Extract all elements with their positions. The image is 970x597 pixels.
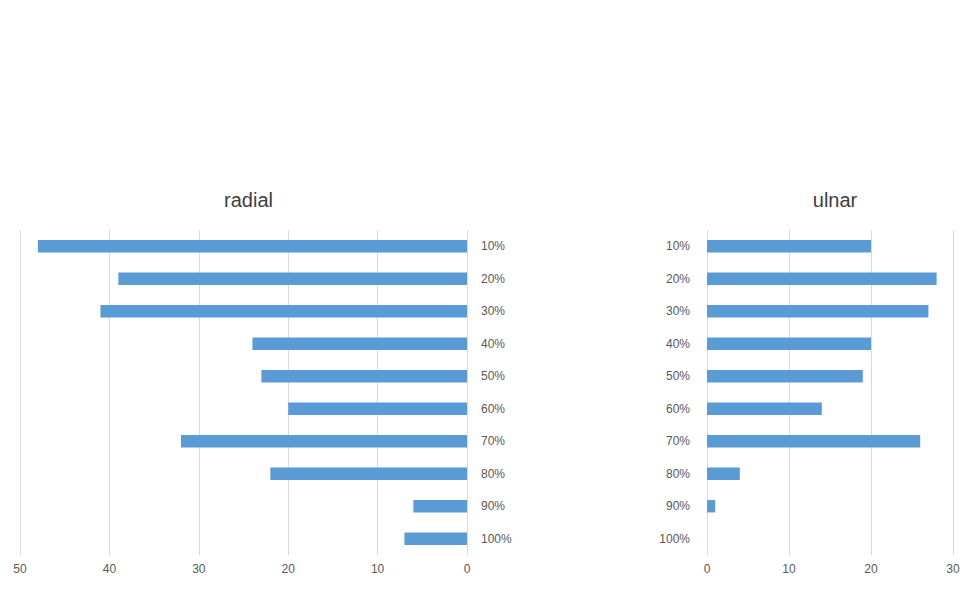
svg-text:40%: 40% [666,337,690,351]
svg-text:50%: 50% [481,369,505,383]
svg-text:20: 20 [282,562,296,576]
svg-text:60%: 60% [481,402,505,416]
svg-text:0: 0 [464,562,471,576]
svg-text:70%: 70% [481,434,505,448]
svg-text:60%: 60% [666,402,690,416]
svg-text:50%: 50% [666,369,690,383]
svg-text:80%: 80% [666,467,690,481]
svg-text:40%: 40% [481,337,505,351]
svg-text:0: 0 [704,562,711,576]
svg-text:90%: 90% [481,499,505,513]
svg-text:100%: 100% [659,532,690,546]
svg-text:20: 20 [864,562,878,576]
svg-text:10: 10 [371,562,385,576]
svg-text:100%: 100% [481,532,512,546]
svg-text:20%: 20% [666,272,690,286]
svg-text:90%: 90% [666,499,690,513]
svg-text:40: 40 [103,562,117,576]
svg-text:radial: radial [224,189,273,211]
svg-text:30: 30 [192,562,206,576]
svg-text:70%: 70% [666,434,690,448]
svg-text:80%: 80% [481,467,505,481]
svg-text:50: 50 [13,562,27,576]
svg-text:30%: 30% [666,304,690,318]
svg-text:10: 10 [782,562,796,576]
svg-text:ulnar: ulnar [813,189,858,211]
svg-text:10%: 10% [666,239,690,253]
svg-text:10%: 10% [481,239,505,253]
svg-text:30: 30 [946,562,960,576]
svg-text:20%: 20% [481,272,505,286]
svg-text:30%: 30% [481,304,505,318]
